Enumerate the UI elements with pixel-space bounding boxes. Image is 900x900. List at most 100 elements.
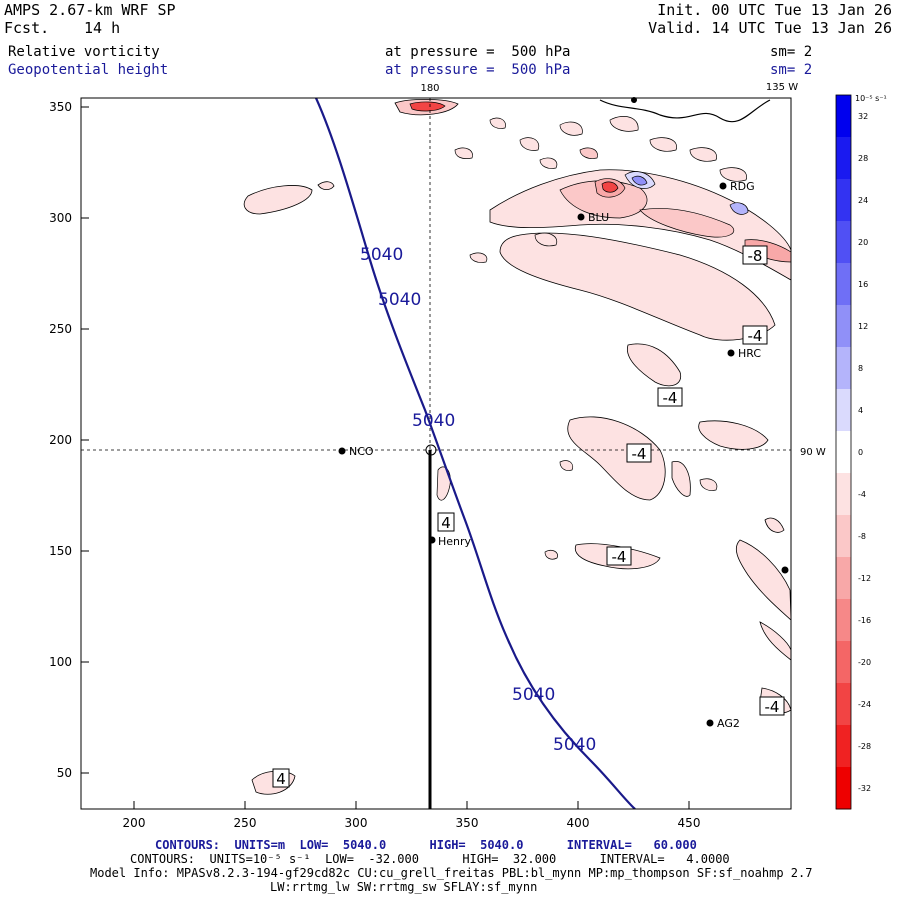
vort-label: -4 — [759, 696, 785, 716]
colorbar-swatch — [836, 515, 851, 558]
svg-text:450: 450 — [678, 816, 701, 830]
colorbar-unit: 10⁻⁵ s⁻¹ — [855, 94, 887, 103]
colorbar-tick-label: 4 — [858, 406, 863, 415]
plot-frame — [80, 97, 792, 810]
colorbar-swatch — [836, 767, 851, 810]
svg-text:HRC: HRC — [738, 347, 761, 360]
station-marker — [781, 566, 789, 574]
height-label: 5040 — [412, 411, 455, 431]
svg-text:RDG: RDG — [730, 180, 755, 193]
colorbar-swatch — [836, 431, 851, 474]
height-contour-5040 — [314, 98, 636, 809]
colorbar-tick-label: -16 — [858, 616, 871, 625]
field-vorticity: Relative vorticity — [8, 44, 160, 60]
svg-text:250: 250 — [234, 816, 257, 830]
colorbar-swatch — [836, 389, 851, 432]
svg-text:4: 4 — [441, 514, 451, 532]
colorbar-swatch — [836, 473, 851, 516]
station-blu: BLU — [577, 211, 609, 224]
colorbar-tick-label: 12 — [858, 322, 868, 331]
colorbar-swatch — [836, 599, 851, 642]
height-label: 5040 — [512, 685, 555, 705]
lon-label-135w: 135 W — [766, 82, 798, 93]
colorbar-tick-label: -8 — [858, 532, 866, 541]
svg-text:50: 50 — [57, 766, 72, 780]
colorbar-tick-label: 32 — [858, 112, 868, 121]
meridian-label-180: 180 — [420, 83, 439, 94]
svg-text:-4: -4 — [765, 698, 780, 716]
svg-text:200: 200 — [123, 816, 146, 830]
colorbar-tick-label: 24 — [858, 196, 868, 205]
y-axis: 350 300 250 200 150 100 50 — [49, 100, 89, 780]
colorbar-swatch — [836, 557, 851, 600]
station-hrc: HRC — [727, 347, 761, 360]
svg-text:-4: -4 — [612, 548, 627, 566]
vorticity-shading — [243, 98, 791, 795]
vort-label: -8 — [742, 245, 768, 265]
station-ag2: AG2 — [706, 717, 740, 730]
svg-text:150: 150 — [49, 544, 72, 558]
colorbar-tick-label: 8 — [858, 364, 863, 373]
svg-text:-8: -8 — [748, 247, 763, 265]
station-rdg: RDG — [719, 180, 755, 193]
smoothing-1: sm= 2 — [770, 44, 813, 60]
station-nco: NCO — [338, 445, 374, 458]
height-label: 5040 — [378, 290, 421, 310]
svg-text:200: 200 — [49, 433, 72, 447]
svg-text:Henry: Henry — [438, 535, 472, 548]
svg-text:350: 350 — [456, 816, 479, 830]
coastline — [599, 99, 771, 123]
colorbar-tick-label: -12 — [858, 574, 871, 583]
svg-text:400: 400 — [567, 816, 590, 830]
height-label: 5040 — [553, 735, 596, 755]
colorbar-swatch — [836, 347, 851, 390]
svg-text:350: 350 — [49, 100, 72, 114]
colorbar-swatch — [836, 221, 851, 264]
lon-label-90w: 90 W — [800, 447, 826, 458]
colorbar-tick-label: -20 — [858, 658, 871, 667]
svg-text:BLU: BLU — [588, 211, 609, 224]
colorbar-swatch — [836, 263, 851, 306]
colorbar-tick-label: 0 — [858, 448, 863, 457]
svg-text:-4: -4 — [748, 327, 763, 345]
colorbar-tick-label: 16 — [858, 280, 868, 289]
colorbar-swatch — [836, 305, 851, 348]
forecast-hour: 14 h — [84, 19, 121, 37]
svg-text:NCO: NCO — [349, 445, 374, 458]
valid-time: Valid. 14 UTC Tue 13 Jan 26 — [648, 19, 892, 37]
height-label: 5040 — [360, 245, 403, 265]
svg-text:AG2: AG2 — [717, 717, 740, 730]
colorbar-tick-label: -28 — [858, 742, 871, 751]
footer-height-contours: CONTOURS: UNITS=m LOW= 5040.0 HIGH= 5040… — [155, 838, 697, 852]
smoothing-2: sm= 2 — [770, 62, 813, 78]
colorbar-tick-label: -24 — [858, 700, 871, 709]
station-henry: Henry — [428, 535, 472, 548]
footer-vort-contours: CONTOURS: UNITS=10⁻⁵ s⁻¹ LOW= -32.000 HI… — [130, 852, 730, 866]
vort-label: 4 — [272, 768, 290, 788]
colorbar-swatch — [836, 137, 851, 180]
vort-label: -4 — [626, 443, 652, 463]
svg-text:-4: -4 — [632, 445, 647, 463]
colorbar-swatch — [836, 95, 851, 138]
colorbar: 32 28 24 20 16 12 8 4 0 -4 -8 -12 -16 -20 -24 -28 -32 — [835, 94, 871, 810]
vort-label: 4 — [437, 512, 455, 532]
colorbar-swatch — [836, 683, 851, 726]
colorbar-swatch — [836, 725, 851, 768]
x-axis: 200 250 300 350 400 450 — [123, 801, 701, 830]
vort-label: -4 — [657, 387, 683, 407]
colorbar-frame — [835, 94, 852, 810]
svg-text:4: 4 — [276, 770, 286, 788]
field-geopotential: Geopotential height — [8, 62, 169, 78]
colorbar-swatch — [836, 641, 851, 684]
svg-text:300: 300 — [49, 211, 72, 225]
svg-text:300: 300 — [345, 816, 368, 830]
svg-text:250: 250 — [49, 322, 72, 336]
footer-model-info: Model Info: MPASv8.2.3-194-gf29cd82c CU:… — [90, 866, 813, 880]
model-title: AMPS 2.67-km WRF SP — [4, 1, 176, 19]
pressure-level-2: at pressure = 500 hPa — [385, 62, 571, 78]
forecast-label: Fcst. — [4, 19, 50, 37]
footer-physics: LW:rrtmg_lw SW:rrtmg_sw SFLAY:sf_mynn — [270, 880, 538, 894]
colorbar-tick-label: -32 — [858, 784, 871, 793]
colorbar-swatch — [836, 179, 851, 222]
